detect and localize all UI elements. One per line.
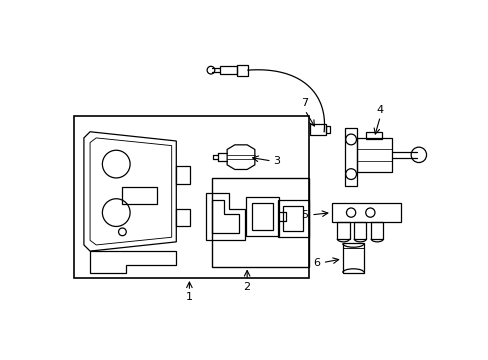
Bar [342, 243, 364, 273]
Bar [370, 222, 383, 239]
Bar [310, 124, 325, 135]
Bar [220, 66, 237, 74]
Bar [325, 126, 329, 132]
Text: 5: 5 [301, 210, 308, 220]
Bar [366, 132, 381, 139]
Text: 1: 1 [185, 292, 192, 302]
Text: 6: 6 [312, 258, 319, 267]
Bar [337, 222, 349, 239]
Text: 3: 3 [272, 156, 279, 166]
Bar [212, 178, 308, 266]
Bar [237, 65, 247, 76]
Bar [74, 116, 308, 278]
Bar [331, 203, 400, 222]
Text: 2: 2 [243, 282, 250, 292]
Text: 4: 4 [376, 105, 383, 115]
Bar [357, 138, 391, 172]
Text: 7: 7 [301, 98, 308, 108]
Bar [122, 187, 157, 204]
Bar [353, 222, 366, 239]
